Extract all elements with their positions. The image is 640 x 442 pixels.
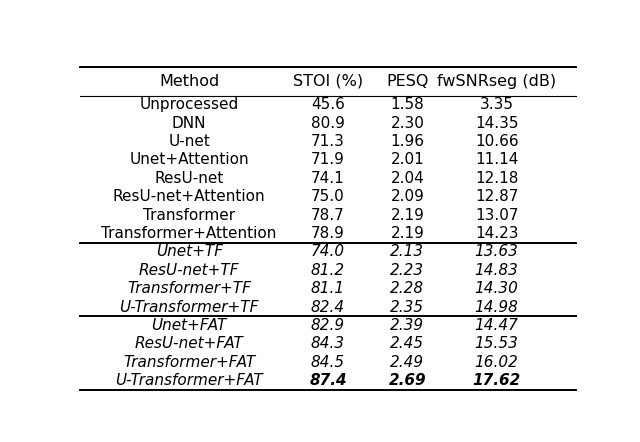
- Text: 82.9: 82.9: [311, 318, 345, 333]
- Text: 84.3: 84.3: [311, 336, 345, 351]
- Text: 14.30: 14.30: [475, 281, 518, 296]
- Text: 2.09: 2.09: [390, 189, 424, 204]
- Text: 2.30: 2.30: [390, 116, 424, 131]
- Text: 81.1: 81.1: [311, 281, 345, 296]
- Text: 14.23: 14.23: [475, 226, 518, 241]
- Text: U-Transformer+FAT: U-Transformer+FAT: [115, 373, 263, 388]
- Text: Transformer+Attention: Transformer+Attention: [101, 226, 277, 241]
- Text: 2.23: 2.23: [390, 263, 424, 278]
- Text: 81.2: 81.2: [311, 263, 345, 278]
- Text: 2.04: 2.04: [390, 171, 424, 186]
- Text: 1.58: 1.58: [390, 97, 424, 112]
- Text: 2.35: 2.35: [390, 300, 424, 315]
- Text: 75.0: 75.0: [311, 189, 345, 204]
- Text: 14.47: 14.47: [475, 318, 518, 333]
- Text: 45.6: 45.6: [311, 97, 345, 112]
- Text: PESQ: PESQ: [386, 74, 429, 88]
- Text: 2.19: 2.19: [390, 208, 424, 223]
- Text: ResU-net+Attention: ResU-net+Attention: [113, 189, 266, 204]
- Text: 17.62: 17.62: [472, 373, 521, 388]
- Text: Unet+FAT: Unet+FAT: [152, 318, 227, 333]
- Text: U-Transformer+TF: U-Transformer+TF: [120, 300, 259, 315]
- Text: 78.7: 78.7: [311, 208, 345, 223]
- Text: Unprocessed: Unprocessed: [140, 97, 239, 112]
- Text: Unet+Attention: Unet+Attention: [129, 152, 249, 168]
- Text: 74.1: 74.1: [311, 171, 345, 186]
- Text: 14.83: 14.83: [475, 263, 518, 278]
- Text: U-net: U-net: [168, 134, 210, 149]
- Text: Transformer+FAT: Transformer+FAT: [123, 355, 255, 370]
- Text: STOI (%): STOI (%): [293, 74, 363, 88]
- Text: fwSNRseg (dB): fwSNRseg (dB): [437, 74, 556, 88]
- Text: 71.3: 71.3: [311, 134, 345, 149]
- Text: 16.02: 16.02: [475, 355, 518, 370]
- Text: 12.18: 12.18: [475, 171, 518, 186]
- Text: 71.9: 71.9: [311, 152, 345, 168]
- Text: 14.35: 14.35: [475, 116, 518, 131]
- Text: Method: Method: [159, 74, 220, 88]
- Text: 2.39: 2.39: [390, 318, 424, 333]
- Text: 1.96: 1.96: [390, 134, 424, 149]
- Text: 80.9: 80.9: [311, 116, 345, 131]
- Text: 10.66: 10.66: [475, 134, 518, 149]
- Text: 14.98: 14.98: [475, 300, 518, 315]
- Text: ResU-net+TF: ResU-net+TF: [139, 263, 239, 278]
- Text: 13.07: 13.07: [475, 208, 518, 223]
- Text: 2.45: 2.45: [390, 336, 424, 351]
- Text: 84.5: 84.5: [311, 355, 345, 370]
- Text: Unet+TF: Unet+TF: [156, 244, 223, 259]
- Text: 2.01: 2.01: [390, 152, 424, 168]
- Text: 12.87: 12.87: [475, 189, 518, 204]
- Text: ResU-net: ResU-net: [154, 171, 224, 186]
- Text: 82.4: 82.4: [311, 300, 345, 315]
- Text: 2.49: 2.49: [390, 355, 424, 370]
- Text: 13.63: 13.63: [475, 244, 518, 259]
- Text: 2.19: 2.19: [390, 226, 424, 241]
- Text: 15.53: 15.53: [475, 336, 518, 351]
- Text: Transformer+TF: Transformer+TF: [127, 281, 251, 296]
- Text: DNN: DNN: [172, 116, 206, 131]
- Text: 2.69: 2.69: [388, 373, 426, 388]
- Text: 2.28: 2.28: [390, 281, 424, 296]
- Text: 74.0: 74.0: [311, 244, 345, 259]
- Text: 3.35: 3.35: [479, 97, 514, 112]
- Text: 78.9: 78.9: [311, 226, 345, 241]
- Text: 87.4: 87.4: [309, 373, 347, 388]
- Text: Transformer: Transformer: [143, 208, 235, 223]
- Text: ResU-net+FAT: ResU-net+FAT: [134, 336, 244, 351]
- Text: 2.13: 2.13: [390, 244, 424, 259]
- Text: 11.14: 11.14: [475, 152, 518, 168]
